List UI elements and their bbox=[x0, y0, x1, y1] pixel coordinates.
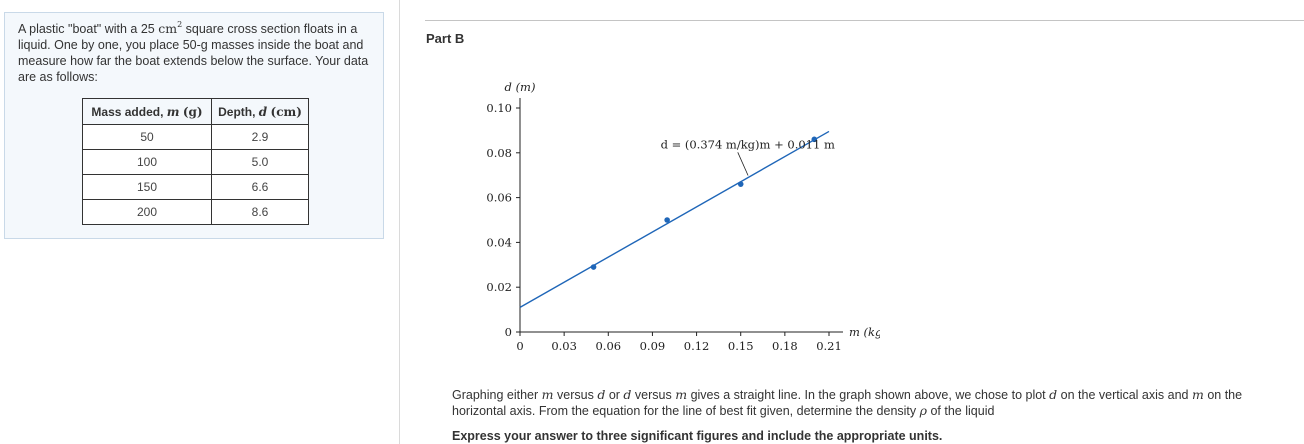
depth-cell: 6.6 bbox=[211, 174, 309, 200]
mass-column-header: Mass added, m (g) bbox=[82, 98, 212, 125]
area-unit: cm2 bbox=[158, 20, 183, 37]
problem-text-part-1: A plastic "boat" with a 25 bbox=[18, 22, 155, 36]
depth-vs-mass-chart: 0 0.02 0.04 0.06 0.08 0.10 0 0.03 0.06 0.09 0.12 0.… bbox=[486, 80, 880, 353]
y-tick-label: 0.04 bbox=[486, 235, 512, 249]
y-tick-label: 0.02 bbox=[486, 280, 512, 294]
data-point bbox=[590, 264, 597, 270]
x-tick-label: 0.12 bbox=[684, 339, 710, 353]
best-fit-line bbox=[519, 130, 830, 308]
data-point bbox=[737, 181, 744, 187]
table-row: 150 6.6 bbox=[82, 174, 309, 200]
y-tick-label: 0.06 bbox=[486, 191, 512, 205]
fit-equation-label: d = (0.374 m/kg)m + 0.011 m bbox=[661, 137, 835, 151]
data-point bbox=[664, 217, 670, 223]
depth-column-header: Depth, d (cm) bbox=[211, 98, 309, 125]
x-tick-label: 0.03 bbox=[551, 339, 577, 353]
y-axis-label: d (m) bbox=[505, 80, 536, 94]
table-row: 200 8.6 bbox=[82, 199, 309, 225]
mass-cell: 100 bbox=[82, 149, 212, 175]
x-tick-label: 0.18 bbox=[772, 339, 798, 353]
annotation-leader-line bbox=[737, 152, 749, 176]
x-tick-label: 0.21 bbox=[816, 339, 842, 353]
part-divider bbox=[425, 20, 1304, 21]
x-axis-label: m (kg) bbox=[849, 325, 880, 339]
x-tick-label: 0.09 bbox=[640, 339, 666, 353]
y-tick-label: 0 bbox=[505, 325, 512, 339]
problem-text-part-2: square cross section floats in a liquid.… bbox=[18, 22, 369, 84]
problem-statement: A plastic "boat" with a 25 cm2 square cr… bbox=[18, 21, 376, 85]
data-table: Mass added, m (g) Depth, d (cm) 50 2.9 1… bbox=[82, 98, 309, 225]
part-title: Part B bbox=[426, 31, 465, 46]
panel-divider bbox=[399, 0, 400, 444]
answer-instruction: Express your answer to three significant… bbox=[452, 429, 943, 443]
depth-cell: 5.0 bbox=[211, 149, 309, 175]
question-text: Graphing either m versus d or d versus m… bbox=[452, 387, 1243, 418]
x-tick-label: 0.15 bbox=[728, 339, 754, 353]
mass-cell: 50 bbox=[82, 124, 212, 150]
problem-panel: A plastic "boat" with a 25 cm2 square cr… bbox=[4, 12, 384, 239]
x-tick-label: 0.06 bbox=[595, 339, 621, 353]
data-point bbox=[811, 136, 818, 143]
mass-cell: 200 bbox=[82, 199, 212, 225]
y-tick-label: 0.10 bbox=[486, 101, 512, 115]
mass-cell: 150 bbox=[82, 174, 212, 200]
depth-cell: 2.9 bbox=[211, 124, 309, 150]
table-row: 100 5.0 bbox=[82, 149, 309, 175]
x-tick-label: 0 bbox=[516, 339, 523, 353]
table-row: 50 2.9 bbox=[82, 124, 309, 150]
y-tick-label: 0.08 bbox=[486, 146, 512, 160]
table-header-row: Mass added, m (g) Depth, d (cm) bbox=[82, 98, 309, 125]
depth-cell: 8.6 bbox=[211, 199, 309, 225]
